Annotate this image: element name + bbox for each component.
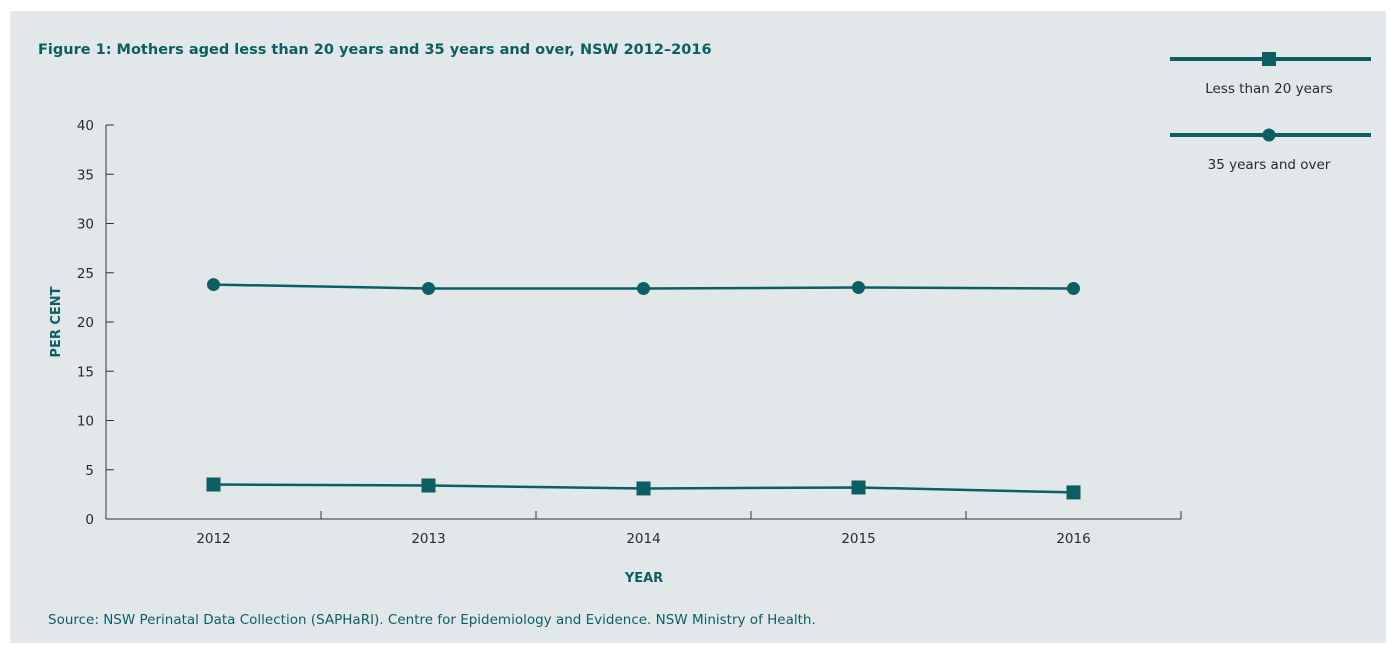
chart-title: Figure 1: Mothers aged less than 20 year… bbox=[38, 42, 712, 58]
x-tick-label: 2012 bbox=[196, 531, 230, 547]
legend-marker-circle bbox=[1262, 128, 1276, 142]
axes: 0 5 10 15 20 25 30 35 40 2012 2013 2014 2015 2016 bbox=[77, 118, 1182, 547]
data-point-square bbox=[1066, 485, 1081, 500]
x-axis-label: YEAR bbox=[624, 571, 663, 586]
x-tick-label: 2015 bbox=[841, 531, 875, 547]
source-note: Source: NSW Perinatal Data Collection (S… bbox=[48, 612, 816, 628]
data-point-circle bbox=[852, 281, 865, 295]
x-tick-label: 2013 bbox=[411, 531, 445, 547]
y-tick-label: 15 bbox=[77, 364, 94, 380]
y-tick-label: 35 bbox=[77, 167, 94, 183]
legend-label: 35 years and over bbox=[1208, 157, 1331, 173]
y-tick-label: 30 bbox=[77, 217, 94, 233]
legend-marker-square bbox=[1262, 52, 1276, 66]
data-point-circle bbox=[207, 278, 220, 292]
data-point-square bbox=[421, 478, 436, 493]
chart-panel bbox=[10, 11, 1386, 643]
y-tick-label: 25 bbox=[77, 266, 94, 282]
y-tick-label: 20 bbox=[77, 315, 94, 331]
y-tick-label: 40 bbox=[77, 118, 94, 134]
plot-area bbox=[206, 278, 1081, 500]
data-point-circle bbox=[637, 282, 650, 296]
data-point-circle bbox=[422, 282, 435, 296]
y-tick-label: 10 bbox=[77, 414, 94, 430]
y-tick-label: 5 bbox=[85, 463, 94, 479]
x-tick-label: 2016 bbox=[1056, 531, 1090, 547]
x-tick-label: 2014 bbox=[626, 531, 660, 547]
y-tick-label: 0 bbox=[85, 512, 94, 528]
data-point-square bbox=[206, 477, 221, 492]
y-axis-label: PER CENT bbox=[49, 286, 64, 357]
data-point-square bbox=[636, 481, 651, 496]
data-point-square bbox=[851, 480, 866, 495]
data-point-circle bbox=[1067, 282, 1080, 296]
legend: Less than 20 years 35 years and over bbox=[1170, 52, 1371, 173]
legend-label: Less than 20 years bbox=[1205, 81, 1333, 97]
